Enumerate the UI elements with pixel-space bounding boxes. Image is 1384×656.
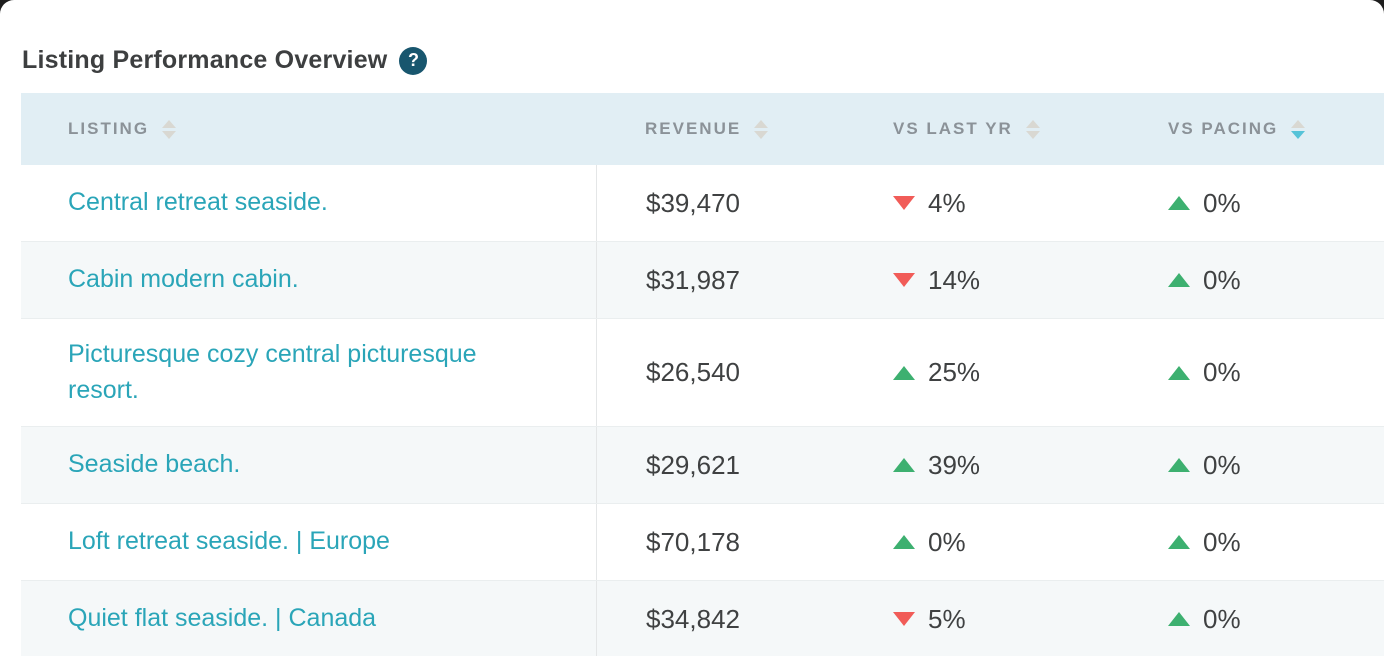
table-body: Central retreat seaside. $39,470 4% 0% Cabin… xyxy=(21,165,1384,656)
sort-icon xyxy=(1025,119,1040,139)
up-arrow-icon xyxy=(1168,365,1190,380)
vs-pacing-value: 0% xyxy=(1203,603,1241,634)
listing-link[interactable]: Seaside beach. xyxy=(68,450,241,479)
vs-pacing-cell: 0% xyxy=(1146,586,1384,653)
revenue-value: $34,842 xyxy=(596,581,871,656)
column-header-revenue[interactable]: REVENUE xyxy=(596,119,871,139)
vs-last-yr-cell: 25% xyxy=(871,339,1146,406)
listing-link[interactable]: Cabin modern cabin. xyxy=(68,265,299,294)
vs-pacing-cell: 0% xyxy=(1146,339,1384,406)
vs-pacing-value: 0% xyxy=(1203,187,1241,218)
column-header-label: REVENUE xyxy=(645,119,742,138)
table-row: Loft retreat seaside. | Europe $70,178 0% 0… xyxy=(21,504,1384,581)
up-arrow-icon xyxy=(893,458,915,472)
vs-pacing-value: 0% xyxy=(1203,526,1241,557)
vs-pacing-cell: 0% xyxy=(1146,432,1384,499)
column-header-label: VS LAST YR xyxy=(893,119,1013,138)
up-arrow-icon xyxy=(893,365,915,380)
revenue-value: $26,540 xyxy=(596,319,871,426)
vs-last-yr-value: 39% xyxy=(928,449,981,480)
vs-last-yr-cell: 39% xyxy=(871,432,1146,499)
vs-pacing-value: 0% xyxy=(1203,357,1241,387)
vs-last-yr-cell: 14% xyxy=(871,247,1146,314)
sort-icon xyxy=(754,119,769,139)
vs-last-yr-value: 4% xyxy=(928,187,966,218)
vs-pacing-cell: 0% xyxy=(1146,509,1384,576)
listing-performance-table: LISTING REVENUE VS LAST YR VS PACING Cen… xyxy=(21,93,1384,656)
vs-last-yr-cell: 0% xyxy=(871,509,1146,576)
table-header: LISTING REVENUE VS LAST YR VS PACING xyxy=(21,93,1384,165)
table-row: Central retreat seaside. $39,470 4% 0% xyxy=(21,165,1384,242)
table-row: Quiet flat seaside. | Canada $34,842 5% 0% xyxy=(21,581,1384,656)
vs-last-yr-cell: 5% xyxy=(871,586,1146,653)
up-arrow-icon xyxy=(1168,612,1190,626)
down-arrow-icon xyxy=(893,273,915,287)
listing-link[interactable]: Picturesque cozy central picturesque res… xyxy=(68,340,477,404)
vs-pacing-value: 0% xyxy=(1203,449,1241,480)
column-header-vs-pacing[interactable]: VS PACING xyxy=(1146,119,1384,139)
up-arrow-icon xyxy=(1168,273,1190,287)
vs-pacing-cell: 0% xyxy=(1146,247,1384,314)
title-row: Listing Performance Overview ? xyxy=(0,0,1384,93)
up-arrow-icon xyxy=(1168,458,1190,472)
table-row: Seaside beach. $29,621 39% 0% xyxy=(21,427,1384,504)
sort-icon xyxy=(1291,119,1306,139)
column-header-vs-last-yr[interactable]: VS LAST YR xyxy=(871,119,1146,139)
vs-last-yr-value: 25% xyxy=(928,357,981,387)
table-row: Picturesque cozy central picturesque res… xyxy=(21,319,1384,427)
table-row: Cabin modern cabin. $31,987 14% 0% xyxy=(21,242,1384,319)
revenue-value: $39,470 xyxy=(596,165,871,241)
up-arrow-icon xyxy=(893,535,915,549)
page-title: Listing Performance Overview xyxy=(22,46,388,74)
listing-link[interactable]: Central retreat seaside. xyxy=(68,188,328,217)
sort-icon xyxy=(162,119,177,139)
listing-link[interactable]: Quiet flat seaside. | Canada xyxy=(68,604,377,633)
column-header-listing[interactable]: LISTING xyxy=(21,119,596,139)
vs-pacing-cell: 0% xyxy=(1146,170,1384,237)
revenue-value: $70,178 xyxy=(596,504,871,580)
revenue-value: $31,987 xyxy=(596,242,871,318)
listing-link[interactable]: Loft retreat seaside. | Europe xyxy=(68,527,390,556)
column-header-label: VS PACING xyxy=(1168,119,1279,138)
down-arrow-icon xyxy=(893,196,915,210)
vs-last-yr-value: 0% xyxy=(928,526,966,557)
vs-pacing-value: 0% xyxy=(1203,264,1241,295)
column-header-label: LISTING xyxy=(68,119,150,138)
revenue-value: $29,621 xyxy=(596,427,871,503)
vs-last-yr-cell: 4% xyxy=(871,170,1146,237)
down-arrow-icon xyxy=(893,612,915,626)
vs-last-yr-value: 14% xyxy=(928,264,981,295)
help-icon[interactable]: ? xyxy=(399,46,428,75)
up-arrow-icon xyxy=(1168,535,1190,549)
vs-last-yr-value: 5% xyxy=(928,603,966,634)
up-arrow-icon xyxy=(1168,196,1190,210)
